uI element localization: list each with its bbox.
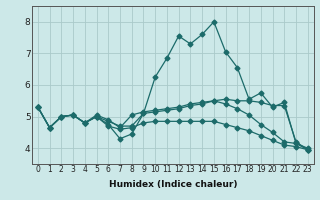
X-axis label: Humidex (Indice chaleur): Humidex (Indice chaleur) — [108, 180, 237, 189]
